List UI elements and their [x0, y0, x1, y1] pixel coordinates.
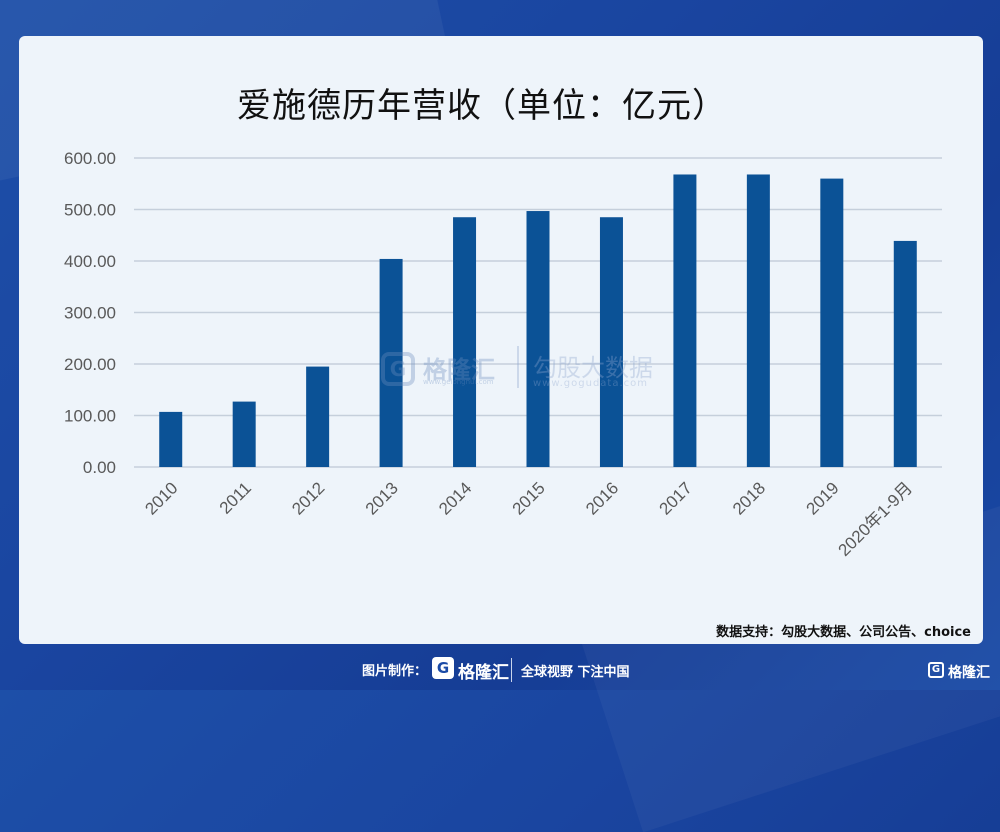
y-tick-label: 300.00	[64, 304, 116, 323]
x-tick-label: 2012	[288, 478, 328, 518]
chart-card: 0.00 100.00 200.00 300.00 400.00 500.00 600.00…	[19, 36, 983, 644]
bar-2013	[379, 258, 403, 467]
watermark-divider	[517, 346, 519, 388]
footer-slogan: 全球视野 下注中国	[521, 665, 630, 680]
bar-2017	[673, 174, 697, 468]
gelonghui-logo-icon: G	[381, 352, 415, 386]
watermark-name-2: 勾股大数据	[533, 354, 653, 382]
watermark-url: www.gelonghui.com	[423, 378, 494, 386]
corner-logo-icon: G	[928, 662, 944, 678]
x-tick-label: 2017	[656, 478, 696, 518]
y-tick-label: 100.00	[64, 407, 116, 426]
footer-brand: 格隆汇	[458, 663, 509, 683]
bar-2014	[453, 217, 477, 467]
y-tick-label: 400.00	[64, 252, 116, 271]
footer-divider	[511, 658, 512, 682]
corner-brand: 格隆汇	[948, 665, 990, 681]
x-tick-label: 2014	[435, 478, 475, 518]
x-tick-label: 2015	[509, 478, 549, 518]
x-tick-label: 2018	[729, 478, 769, 518]
x-tick-label: 2020年1-9月	[835, 478, 917, 560]
footer: 图片制作： G 格隆汇 全球视野 下注中国	[0, 652, 1000, 690]
x-tick-label: 2010	[141, 478, 181, 518]
watermark-url-2: www.gogudata.com	[533, 378, 649, 389]
watermark-name: 格隆汇	[423, 356, 495, 384]
data-source: 数据支持：勾股大数据、公司公告、choice	[716, 625, 971, 640]
x-tick-label: 2011	[216, 478, 255, 517]
gelonghui-logo-icon: G	[432, 657, 454, 679]
bar-2010	[159, 411, 183, 467]
x-tick-label: 2019	[802, 478, 842, 518]
y-tick-label: 600.00	[64, 149, 116, 168]
bar-2020年1-9月	[893, 240, 917, 467]
bar-2012	[306, 366, 330, 467]
bar-2011	[232, 401, 256, 467]
chart-title: 爱施德历年营收（单位：亿元）	[237, 86, 727, 126]
bar-chart: 0.00 100.00 200.00 300.00 400.00 500.00 600.00…	[64, 149, 942, 560]
y-tick-label: 0.00	[83, 458, 116, 477]
bar-2019	[820, 178, 844, 467]
bar-2015	[526, 211, 550, 467]
x-tick-label: 2016	[582, 478, 622, 518]
bar-2016	[599, 217, 623, 467]
y-tick-label: 500.00	[64, 201, 116, 220]
y-tick-label: 200.00	[64, 355, 116, 374]
bar-2018	[746, 174, 770, 468]
x-tick-label: 2013	[362, 478, 402, 518]
footer-label: 图片制作：	[362, 664, 428, 679]
